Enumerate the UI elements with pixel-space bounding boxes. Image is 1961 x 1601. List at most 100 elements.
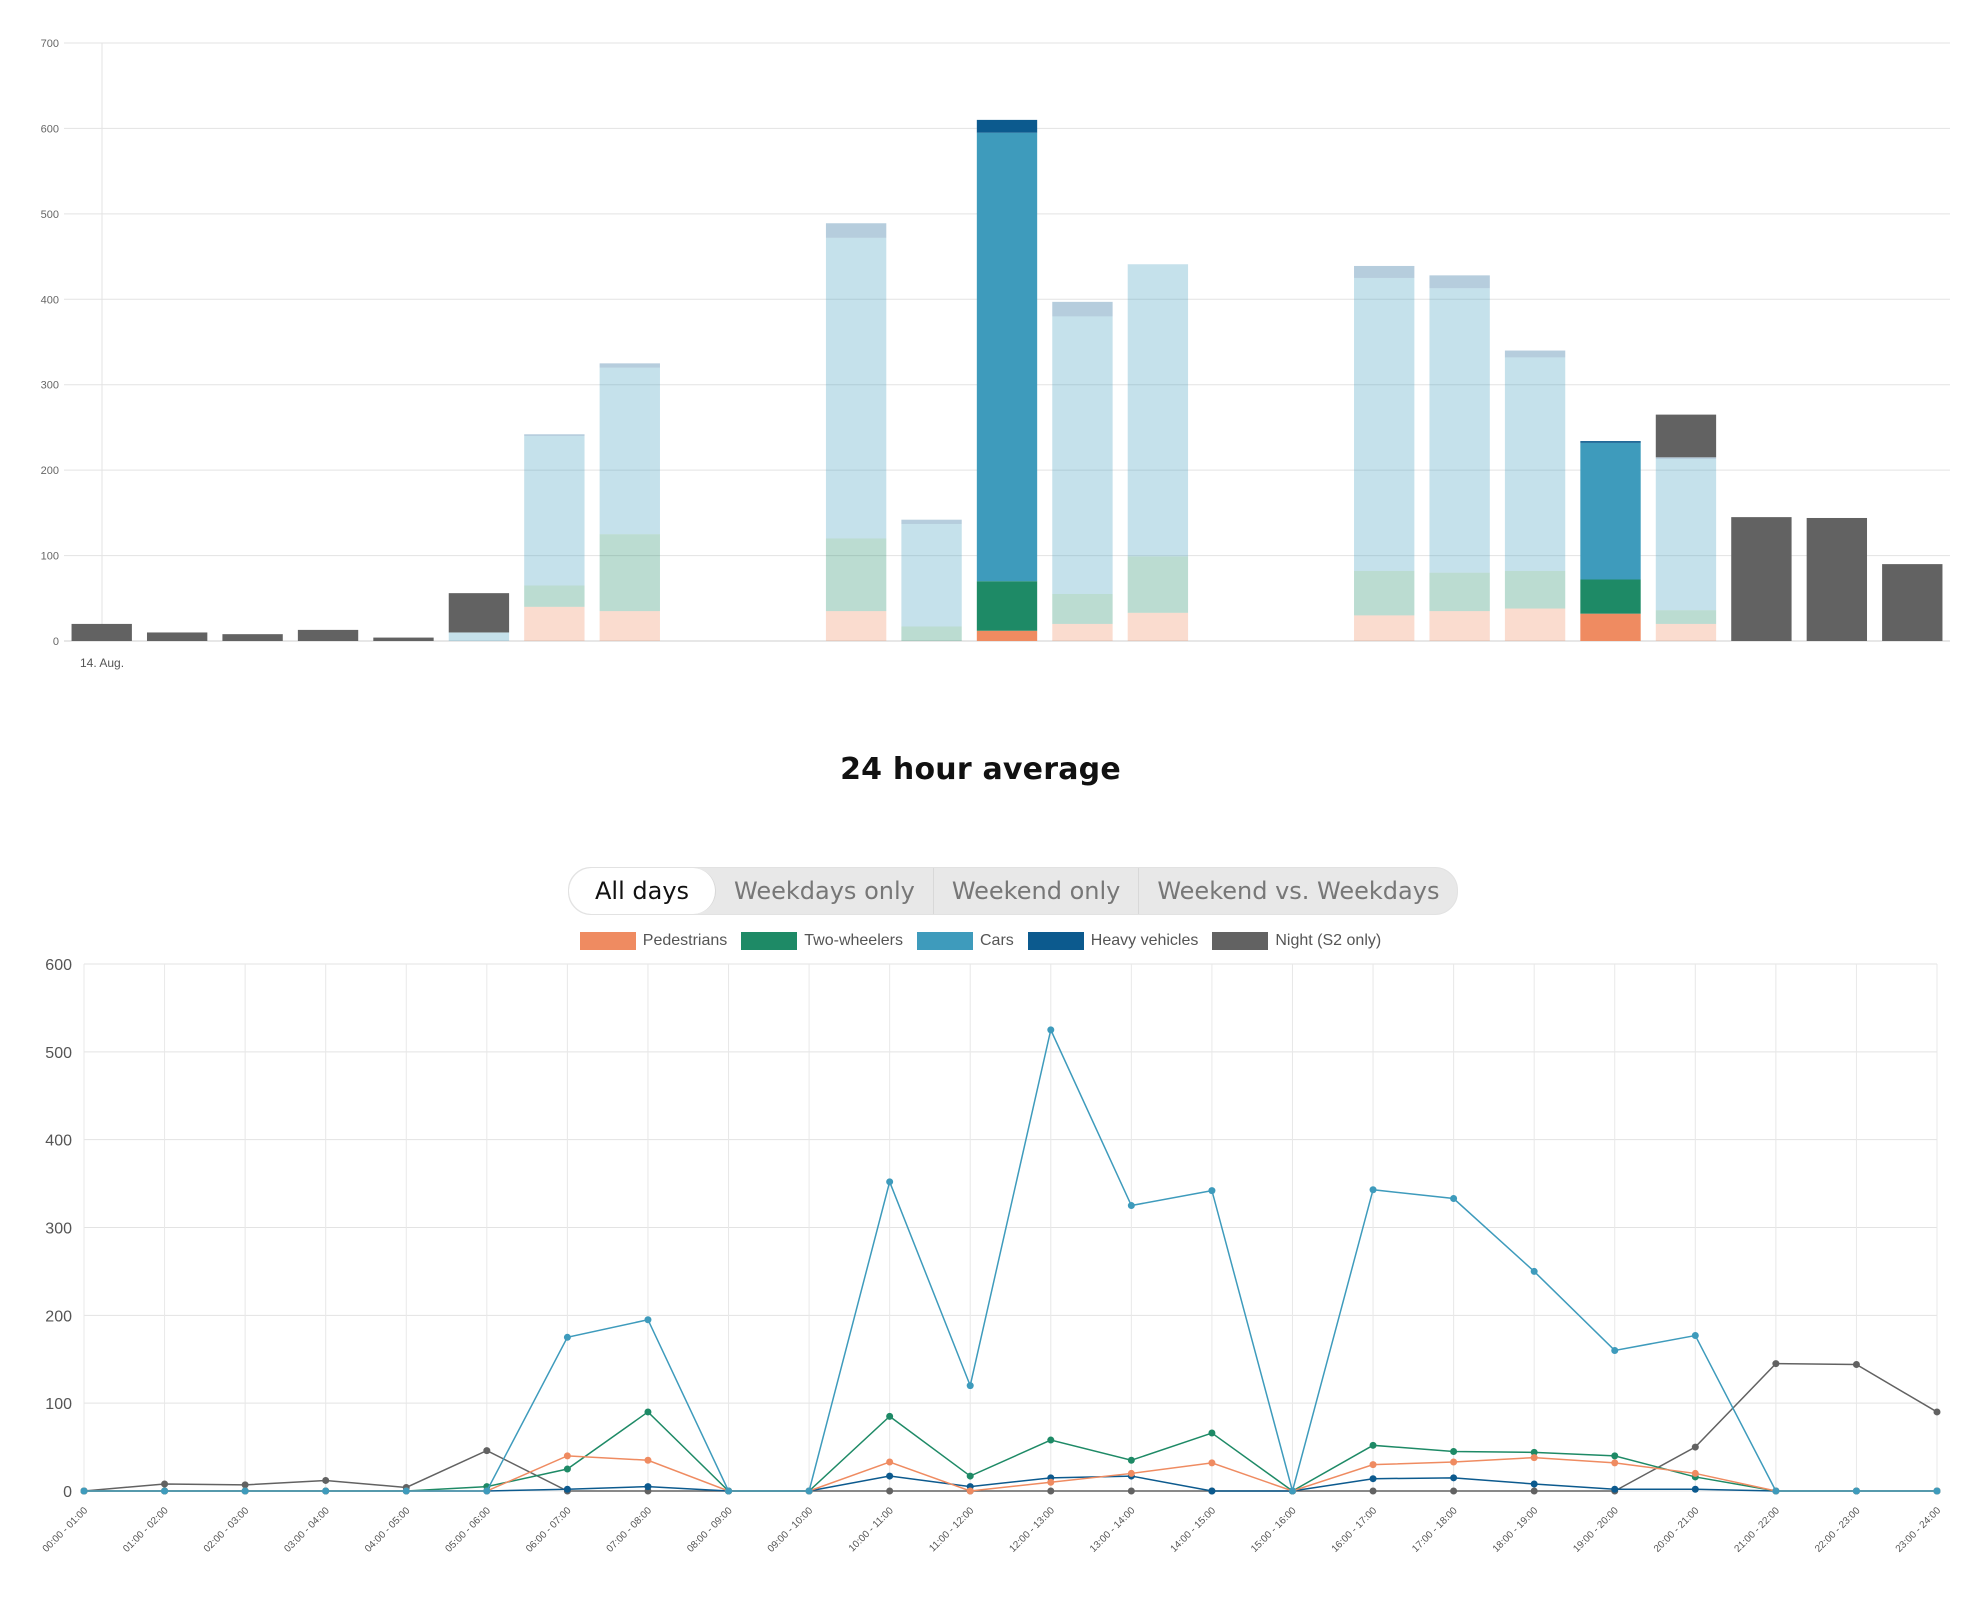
- series-line: [84, 1455, 1937, 1492]
- data-point: [1450, 1474, 1458, 1482]
- bar-segment: [1354, 570, 1415, 616]
- bar-segment: [1127, 556, 1189, 613]
- legend-item-two-wheelers[interactable]: Two-wheelers: [741, 932, 903, 950]
- bar-segment: [448, 632, 510, 641]
- data-point: [1208, 1459, 1216, 1467]
- y-tick-label: 100: [41, 551, 59, 563]
- data-point: [886, 1487, 894, 1495]
- x-tick-label: 19:00 - 20:00: [1571, 1505, 1621, 1555]
- data-point: [1450, 1447, 1458, 1455]
- data-point: [1127, 1456, 1135, 1464]
- bar-segment: [1052, 316, 1113, 595]
- x-date-label: 14. Aug.: [80, 656, 124, 670]
- x-tick-label: 21:00 - 22:00: [1733, 1505, 1783, 1555]
- y-tick-label: 400: [45, 1133, 72, 1150]
- x-tick-label: 13:00 - 14:00: [1088, 1505, 1138, 1555]
- data-point: [1369, 1461, 1377, 1469]
- data-point: [1127, 1202, 1135, 1210]
- x-tick-label: 02:00 - 03:00: [202, 1505, 252, 1555]
- legend-item-pedestrians[interactable]: Pedestrians: [579, 932, 727, 950]
- x-tick-label: 11:00 - 12:00: [927, 1505, 976, 1554]
- legend-item-heavy-vehicles[interactable]: Heavy vehicles: [1027, 932, 1198, 950]
- data-point: [1208, 1429, 1216, 1437]
- y-tick-label: 300: [41, 380, 59, 392]
- bar-segment: [1806, 517, 1868, 641]
- data-point: [241, 1487, 249, 1495]
- bar-segment: [599, 611, 660, 641]
- bar-segment: [825, 237, 887, 539]
- y-tick-label: 500: [45, 1045, 72, 1062]
- legend-item-cars[interactable]: Cars: [916, 932, 1014, 950]
- x-tick-label: 05:00 - 06:00: [443, 1505, 493, 1555]
- bar-segment: [825, 538, 887, 612]
- legend-item-night[interactable]: Night (S2 only): [1212, 932, 1381, 950]
- x-tick-label: 22:00 - 23:00: [1813, 1505, 1863, 1555]
- bar-segment: [1429, 572, 1490, 612]
- data-point: [1611, 1346, 1619, 1354]
- bar-segment: [1655, 457, 1717, 460]
- tab-weekdays-only[interactable]: Weekdays only: [716, 868, 934, 914]
- bar-segment: [599, 367, 660, 535]
- data-point: [1127, 1487, 1135, 1495]
- data-point: [1208, 1487, 1216, 1495]
- data-point: [886, 1412, 894, 1420]
- data-point: [1691, 1469, 1699, 1477]
- bar-segment: [1429, 611, 1490, 641]
- data-point: [161, 1480, 169, 1488]
- data-point: [1852, 1361, 1860, 1369]
- bar-segment: [1731, 517, 1792, 641]
- legend-swatch: [916, 932, 973, 950]
- data-point: [1530, 1267, 1538, 1275]
- y-tick-label: 500: [41, 209, 59, 221]
- data-point: [1369, 1487, 1377, 1495]
- chart-legend: Pedestrians Two-wheelers Cars Heavy vehi…: [0, 932, 1961, 950]
- legend-swatch: [579, 932, 636, 950]
- data-point: [322, 1476, 330, 1484]
- x-tick-label: 08:00 - 09:00: [685, 1505, 735, 1555]
- data-point: [161, 1487, 169, 1495]
- bar-segment: [976, 630, 1038, 641]
- y-tick-label: 0: [63, 1484, 72, 1501]
- tab-weekend-vs-weekdays[interactable]: Weekend vs. Weekdays: [1157, 877, 1440, 905]
- data-point: [322, 1487, 330, 1495]
- data-point: [1369, 1441, 1377, 1449]
- bar-segment: [1127, 264, 1189, 557]
- bar-segment: [524, 606, 585, 641]
- bar-segment: [1655, 459, 1717, 611]
- bar-segment: [146, 632, 208, 641]
- data-point: [886, 1458, 894, 1466]
- y-tick-label: 600: [41, 123, 59, 135]
- bar-segment: [448, 593, 510, 633]
- bar-segment: [976, 119, 1038, 133]
- data-point: [1450, 1458, 1458, 1466]
- legend-label: Night (S2 only): [1275, 932, 1382, 949]
- data-point: [1933, 1487, 1941, 1495]
- data-point: [402, 1487, 410, 1495]
- x-tick-label: 03:00 - 04:00: [282, 1505, 332, 1555]
- x-tick-label: 00:00 - 01:00: [41, 1505, 91, 1555]
- bar-segment: [1655, 414, 1717, 458]
- data-point: [563, 1465, 571, 1473]
- bar-segment: [1655, 610, 1717, 624]
- data-point: [1530, 1487, 1538, 1495]
- data-point: [563, 1333, 571, 1341]
- data-point: [1611, 1459, 1619, 1467]
- data-point: [644, 1483, 652, 1491]
- bar-segment: [524, 435, 585, 586]
- x-tick-label: 09:00 - 10:00: [766, 1505, 816, 1555]
- tab-all-days[interactable]: All days: [569, 868, 717, 914]
- tab-weekend-only[interactable]: Weekend only: [934, 868, 1140, 914]
- data-point: [1691, 1332, 1699, 1340]
- data-point: [644, 1408, 652, 1416]
- x-tick-label: 20:00 - 21:00: [1652, 1505, 1702, 1555]
- y-tick-label: 0: [53, 636, 59, 648]
- y-tick-label: 300: [45, 1221, 72, 1238]
- bar-segment: [825, 223, 887, 238]
- bar-segment: [524, 585, 585, 607]
- bar-segment: [71, 623, 132, 641]
- bar-segment: [901, 519, 962, 524]
- bar-segment: [373, 637, 434, 641]
- bar-segment: [1504, 357, 1566, 571]
- data-point: [1691, 1443, 1699, 1451]
- bar-segment: [1354, 265, 1415, 278]
